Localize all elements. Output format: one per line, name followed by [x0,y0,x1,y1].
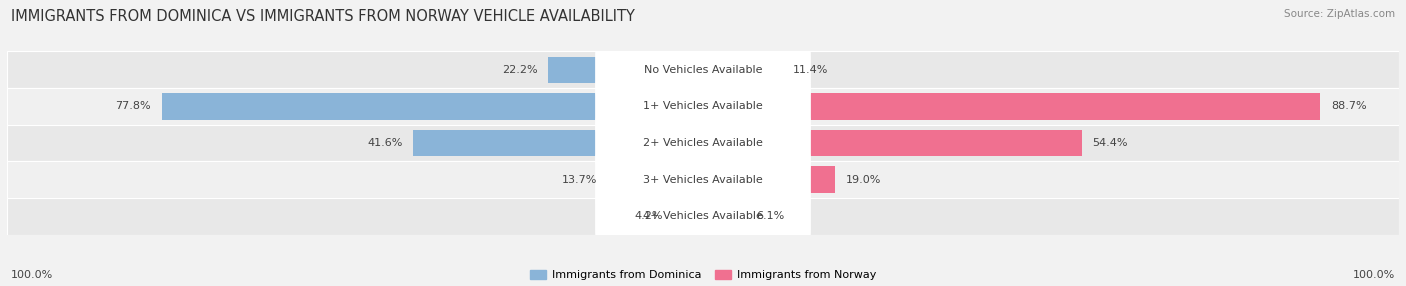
Bar [162,93,703,120]
Bar [7,161,1399,198]
Bar [7,198,1399,235]
Bar [703,130,1081,156]
Bar [673,203,703,229]
Text: 1+ Vehicles Available: 1+ Vehicles Available [643,102,763,111]
Bar [7,125,1399,161]
Text: 22.2%: 22.2% [502,65,538,75]
Text: IMMIGRANTS FROM DOMINICA VS IMMIGRANTS FROM NORWAY VEHICLE AVAILABILITY: IMMIGRANTS FROM DOMINICA VS IMMIGRANTS F… [11,9,636,23]
Bar [413,130,703,156]
Text: 54.4%: 54.4% [1092,138,1128,148]
FancyBboxPatch shape [595,39,811,101]
Bar [548,57,703,83]
Legend: Immigrants from Dominica, Immigrants from Norway: Immigrants from Dominica, Immigrants fro… [530,270,876,281]
Text: 19.0%: 19.0% [845,175,882,184]
Text: 4.2%: 4.2% [636,211,664,221]
Bar [703,166,835,193]
Bar [7,51,1399,88]
Text: Source: ZipAtlas.com: Source: ZipAtlas.com [1284,9,1395,19]
Text: 88.7%: 88.7% [1330,102,1367,111]
Bar [703,57,782,83]
Text: 100.0%: 100.0% [11,270,53,280]
FancyBboxPatch shape [595,185,811,247]
Bar [7,88,1399,125]
Text: 13.7%: 13.7% [562,175,598,184]
Text: 11.4%: 11.4% [793,65,828,75]
Text: 2+ Vehicles Available: 2+ Vehicles Available [643,138,763,148]
Text: 3+ Vehicles Available: 3+ Vehicles Available [643,175,763,184]
FancyBboxPatch shape [595,112,811,174]
Text: No Vehicles Available: No Vehicles Available [644,65,762,75]
FancyBboxPatch shape [595,75,811,138]
Text: 6.1%: 6.1% [756,211,785,221]
Bar [607,166,703,193]
Text: 77.8%: 77.8% [115,102,150,111]
FancyBboxPatch shape [595,148,811,211]
Text: 4+ Vehicles Available: 4+ Vehicles Available [643,211,763,221]
Text: 100.0%: 100.0% [1353,270,1395,280]
Bar [703,203,745,229]
Bar [703,93,1320,120]
Text: 41.6%: 41.6% [367,138,404,148]
